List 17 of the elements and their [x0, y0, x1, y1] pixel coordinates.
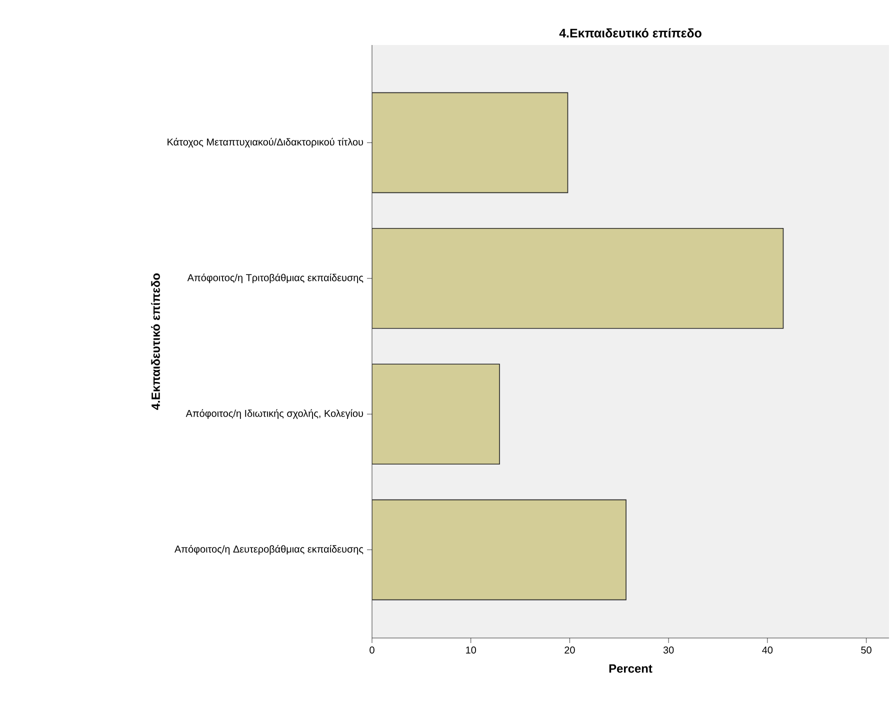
x-tick-label: 0: [370, 646, 374, 654]
x-axis-title: Percent: [609, 664, 652, 673]
y-tick-label: Απόφοιτος/η Δευτεροβάθμιας εκπαίδευσης: [174, 545, 364, 555]
y-tick-label: Απόφοιτος/η Ιδιωτικής σχολής, Κολεγίου: [186, 409, 363, 419]
x-tick-label: 40: [762, 646, 773, 654]
y-tick-label: Απόφοιτος/η Τριτοβάθμιας εκπαίδευσης: [187, 274, 364, 284]
x-tick-label: 30: [663, 646, 674, 654]
bar: [372, 364, 500, 465]
y-tick-label: Κάτοχος Μεταπτυχιακού/Διδακτορικού τίτλου: [168, 138, 363, 148]
bar: [372, 228, 784, 329]
chart-title: 4.Εκπαιδευτικό επίπεδο: [559, 28, 702, 38]
x-tick-label: 20: [564, 646, 575, 654]
bar: [372, 499, 626, 600]
x-tick-label: 50: [861, 646, 872, 654]
x-tick-label: 10: [466, 646, 476, 654]
bar: [372, 92, 568, 194]
y-axis-title: 4.Εκπαιδευτικό επίπεδο: [151, 273, 160, 410]
